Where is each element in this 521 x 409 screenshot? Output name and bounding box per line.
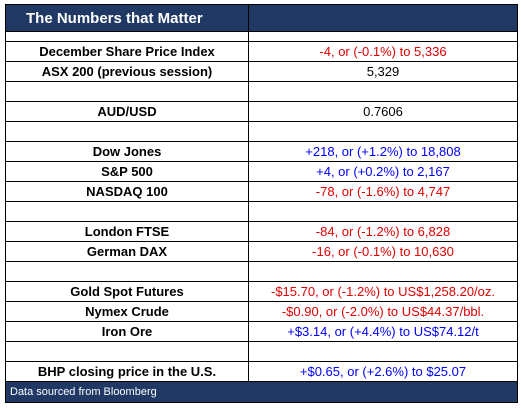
row-label: London FTSE: [5, 221, 249, 242]
row-label: S&P 500: [5, 161, 249, 182]
row-label: Gold Spot Futures: [5, 281, 249, 302]
title: The Numbers that Matter: [5, 4, 249, 32]
header-row: The Numbers that Matter: [5, 4, 518, 32]
spacer-cell: [5, 201, 249, 222]
row-value: 0.7606: [248, 101, 518, 122]
data-row: London FTSE -84, or (-1.2%) to 6,828: [5, 221, 518, 242]
row-value: -$15.70, or (-1.2%) to US$1,258.20/oz.: [248, 281, 518, 302]
data-row: December Share Price Index -4, or (-0.1%)…: [5, 41, 518, 62]
data-row: Dow Jones +218, or (+1.2%) to 18,808: [5, 141, 518, 162]
data-row: German DAX -16, or (-0.1%) to 10,630: [5, 241, 518, 262]
spacer-cell: [5, 341, 249, 362]
row-value: -84, or (-1.2%) to 6,828: [248, 221, 518, 242]
spacer-row: [5, 341, 518, 362]
row-value: -4, or (-0.1%) to 5,336: [248, 41, 518, 62]
row-label: ASX 200 (previous session): [5, 61, 249, 82]
spacer-cell: [248, 341, 518, 362]
spacer-cell: [5, 261, 249, 282]
data-row: NASDAQ 100 -78, or (-1.6%) to 4,747: [5, 181, 518, 202]
header-cell: [248, 4, 518, 32]
row-label: NASDAQ 100: [5, 181, 249, 202]
spacer-cell: [248, 201, 518, 222]
numbers-panel: The Numbers that Matter December Share P…: [5, 4, 518, 403]
data-row: S&P 500 +4, or (+0.2%) to 2,167: [5, 161, 518, 182]
spacer-cell: [248, 121, 518, 142]
row-value: -16, or (-0.1%) to 10,630: [248, 241, 518, 262]
spacer-cell: [5, 31, 249, 42]
spacer-cell: [248, 261, 518, 282]
numbers-table: The Numbers that Matter December Share P…: [5, 4, 518, 403]
spacer-row: [5, 81, 518, 102]
spacer-cell: [248, 31, 518, 42]
source-note: Data sourced from Bloomberg: [5, 381, 518, 403]
row-value: -$0.90, or (-2.0%) to US$44.37/bbl.: [248, 301, 518, 322]
data-row: Iron Ore +$3.14, or (+4.4%) to US$74.12/t: [5, 321, 518, 342]
data-row: Nymex Crude -$0.90, or (-2.0%) to US$44.3…: [5, 301, 518, 322]
row-value: -78, or (-1.6%) to 4,747: [248, 181, 518, 202]
row-label: Dow Jones: [5, 141, 249, 162]
row-label: BHP closing price in the U.S.: [5, 361, 249, 382]
spacer-row: [5, 201, 518, 222]
spacer-row: [5, 31, 518, 42]
row-label: German DAX: [5, 241, 249, 262]
footer-row: Data sourced from Bloomberg: [5, 381, 518, 403]
spacer-row: [5, 261, 518, 282]
row-label: Nymex Crude: [5, 301, 249, 322]
row-value: 5,329: [248, 61, 518, 82]
row-value: +$0.65, or (+2.6%) to $25.07: [248, 361, 518, 382]
row-label: December Share Price Index: [5, 41, 249, 62]
spacer-cell: [5, 81, 249, 102]
data-row: AUD/USD 0.7606: [5, 101, 518, 122]
row-label: AUD/USD: [5, 101, 249, 122]
data-row: Gold Spot Futures -$15.70, or (-1.2%) to …: [5, 281, 518, 302]
row-value: +218, or (+1.2%) to 18,808: [248, 141, 518, 162]
row-value: +$3.14, or (+4.4%) to US$74.12/t: [248, 321, 518, 342]
spacer-cell: [248, 81, 518, 102]
table-body: The Numbers that Matter December Share P…: [5, 4, 518, 403]
row-label: Iron Ore: [5, 321, 249, 342]
data-row: ASX 200 (previous session) 5,329: [5, 61, 518, 82]
spacer-row: [5, 121, 518, 142]
data-row: BHP closing price in the U.S. +$0.65, or …: [5, 361, 518, 382]
spacer-cell: [5, 121, 249, 142]
row-value: +4, or (+0.2%) to 2,167: [248, 161, 518, 182]
